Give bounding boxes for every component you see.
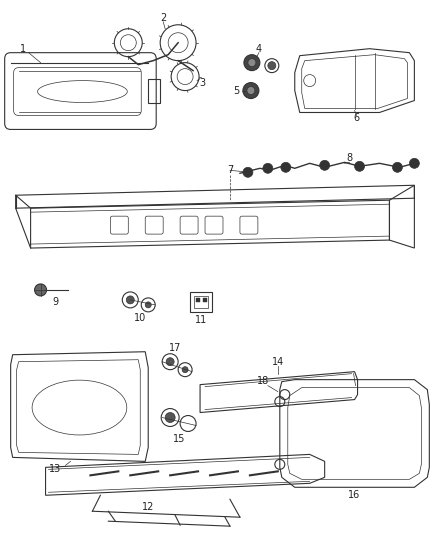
Circle shape [145,302,151,308]
Text: 8: 8 [346,154,353,163]
Text: 15: 15 [173,434,185,445]
Circle shape [166,358,174,366]
Text: 12: 12 [142,502,155,512]
Text: 2: 2 [160,13,166,23]
Text: 3: 3 [199,78,205,87]
Circle shape [247,86,255,94]
Text: 18: 18 [257,376,269,386]
Circle shape [35,284,46,296]
Text: 10: 10 [134,313,146,323]
Circle shape [281,163,291,172]
Circle shape [355,161,364,171]
Circle shape [126,296,134,304]
Circle shape [392,163,403,172]
Text: 1: 1 [20,44,26,54]
Circle shape [263,163,273,173]
Text: 17: 17 [169,343,181,353]
Text: 5: 5 [233,86,239,95]
Text: 7: 7 [227,165,233,175]
Circle shape [244,55,260,71]
FancyBboxPatch shape [196,298,200,302]
Circle shape [243,83,259,99]
Circle shape [410,158,419,168]
Circle shape [182,367,188,373]
Circle shape [268,62,276,70]
Text: 9: 9 [53,297,59,307]
Circle shape [248,59,256,67]
FancyBboxPatch shape [203,298,207,302]
Text: 14: 14 [272,357,284,367]
Text: 6: 6 [353,114,360,124]
Text: 13: 13 [49,464,62,474]
Circle shape [243,167,253,177]
Text: 4: 4 [256,44,262,54]
Circle shape [165,413,175,423]
Text: 16: 16 [349,490,361,500]
Circle shape [320,160,330,171]
Text: 11: 11 [195,315,207,325]
